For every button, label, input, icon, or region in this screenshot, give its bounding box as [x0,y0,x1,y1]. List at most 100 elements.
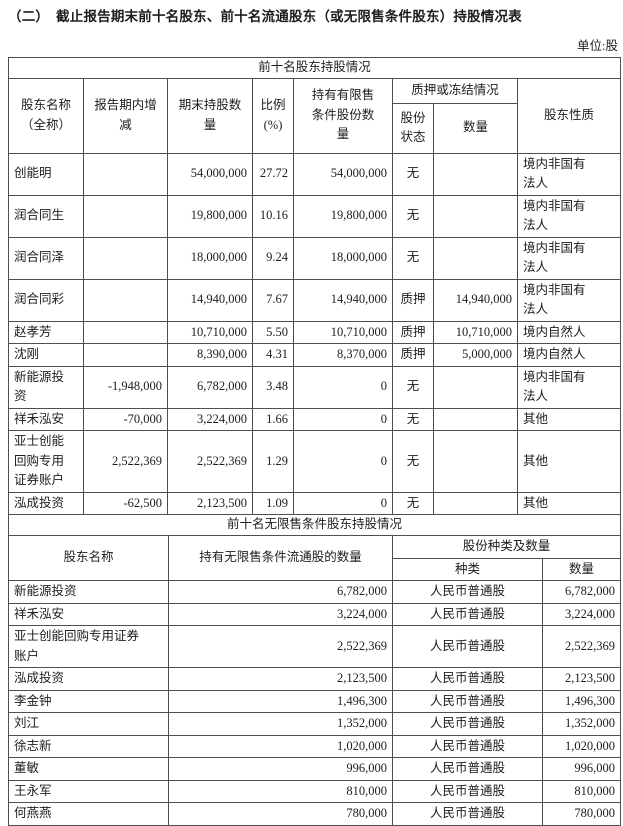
table-row: 刘江 1,352,000 人民币普通股 1,352,000 [8,712,622,736]
table1-banner: 前十名股东持股情况 [7,56,622,79]
top10-shareholders-table: 前十名股东持股情况 股东名称 （全称） 报告期内增 减 期末持股数 量 比例 (… [7,56,622,516]
cell-share-type-qty: 810,000 [541,779,622,804]
unit-label: 单位:股 [577,38,618,53]
table-row: 新能源投 资 -1,948,000 6,782,000 3.48 0 无 境内非… [8,365,622,409]
table-row: 泓成投资 -62,500 2,123,500 1.09 0 无 其他 [8,491,622,516]
cell-holder-name: 李金钟 [8,689,169,714]
col-header-shareholder-name: 股东名称 （全称） [8,77,84,154]
cell-unrestricted-qty: 1,496,300 [168,689,393,714]
unrestricted-shareholders-table: 前十名无限售条件股东持股情况 股东名称 持有无限售条件流通股的数量 股份种类及数… [7,514,622,826]
cell-share-type-qty: 6,782,000 [541,580,622,604]
cell-ratio: 1.09 [252,491,294,516]
cell-period-change [83,152,168,196]
cell-end-holding: 19,800,000 [167,194,253,238]
cell-shareholder-name: 亚士创能 回购专用 证券账户 [8,430,84,493]
cell-share-type: 人民币普通股 [392,757,543,781]
cell-shareholder-nature: 其他 [516,407,622,432]
col-header-share-type-group: 股份种类及数量 [391,535,622,559]
cell-period-change [83,236,168,280]
col-header-pledge-status: 股份 状态 [392,102,434,154]
cell-ratio: 7.67 [252,278,294,322]
cell-end-holding: 2,522,369 [167,430,253,493]
cell-shareholder-nature: 境内自然人 [516,320,622,345]
table-row: 祥禾泓安 3,224,000 人民币普通股 3,224,000 [8,602,622,627]
cell-holder-name: 祥禾泓安 [8,602,169,627]
col-header-period-change: 报告期内增 减 [83,77,168,154]
cell-holder-name: 王永军 [8,779,169,804]
cell-period-change: -70,000 [83,407,168,432]
cell-holder-name: 徐志新 [8,734,169,759]
cell-shareholder-nature: 其他 [516,491,622,516]
cell-end-holding: 10,710,000 [167,320,253,345]
cell-pledge-status: 无 [392,491,434,516]
col-header-ratio: 比例 (%) [252,77,294,154]
table1-header-row-sub: 股份 状态 数量 [9,102,621,154]
cell-period-change: -1,948,000 [83,365,168,409]
cell-holder-name: 何燕燕 [8,802,169,826]
col-header-shareholder-nature: 股东性质 [516,77,622,154]
cell-share-type-qty: 780,000 [541,802,622,826]
cell-pledge-qty [433,236,518,280]
cell-restricted-shares: 19,800,000 [293,194,393,238]
cell-share-type-qty: 1,352,000 [541,712,622,736]
cell-share-type: 人民币普通股 [392,667,543,691]
col-header-pledge-group: 质押或冻结情况 [392,77,518,104]
table-row: 润合同生 19,800,000 10.16 19,800,000 无 境内非国有… [8,194,622,238]
cell-share-type: 人民币普通股 [392,625,543,669]
cell-pledge-status: 无 [392,365,434,409]
cell-restricted-shares: 8,370,000 [293,343,393,367]
cell-period-change: -62,500 [83,491,168,516]
cell-unrestricted-qty: 1,352,000 [168,712,393,736]
cell-holder-name: 刘江 [8,712,169,736]
cell-share-type-qty: 996,000 [541,757,622,781]
col-header-share-type: 种类 [392,557,543,582]
table-row: 润合同彩 14,940,000 7.67 14,940,000 质押 14,94… [8,278,622,322]
cell-pledge-status: 无 [392,194,434,238]
cell-period-change: 2,522,369 [83,430,168,493]
cell-unrestricted-qty: 2,522,369 [168,625,393,669]
table2-header-row-top: 股东名称 持有无限售条件流通股的数量 股份种类及数量 [8,535,622,582]
table2-banner-row: 前十名无限售条件股东持股情况 [7,514,622,537]
table-row: 李金钟 1,496,300 人民币普通股 1,496,300 [8,689,622,714]
cell-period-change [83,343,168,367]
table-row: 亚士创能 回购专用 证券账户 2,522,369 2,522,369 1.29 … [8,430,622,493]
cell-restricted-shares: 18,000,000 [293,236,393,280]
cell-shareholder-nature: 境内自然人 [516,343,622,367]
cell-pledge-qty: 5,000,000 [433,343,518,367]
cell-shareholder-name: 润合同泽 [8,236,84,280]
cell-share-type: 人民币普通股 [392,734,543,759]
cell-ratio: 5.50 [252,320,294,345]
cell-pledge-status: 无 [392,236,434,280]
cell-unrestricted-qty: 6,782,000 [168,580,393,604]
col-header-unrestricted-qty: 持有无限售条件流通股的数量 [168,535,393,582]
table-row: 何燕燕 780,000 人民币普通股 780,000 [8,802,622,826]
cell-ratio: 4.31 [252,343,294,367]
cell-shareholder-nature: 其他 [516,430,622,493]
cell-unrestricted-qty: 810,000 [168,779,393,804]
cell-end-holding: 14,940,000 [167,278,253,322]
cell-shareholder-nature: 境内非国有 法人 [516,152,622,196]
table2-header-row-sub: 种类 数量 [9,557,622,582]
cell-ratio: 3.48 [252,365,294,409]
table-row: 董敏 996,000 人民币普通股 996,000 [8,757,622,781]
cell-shareholder-name: 新能源投 资 [8,365,84,409]
cell-share-type-qty: 2,522,369 [541,625,622,669]
cell-ratio: 27.72 [252,152,294,196]
cell-pledge-status: 质押 [392,343,434,367]
cell-unrestricted-qty: 2,123,500 [168,667,393,691]
table-row: 王永军 810,000 人民币普通股 810,000 [8,779,622,804]
table-row: 泓成投资 2,123,500 人民币普通股 2,123,500 [8,667,622,691]
cell-shareholder-nature: 境内非国有 法人 [516,236,622,280]
table-row: 亚士创能回购专用证券 账户 2,522,369 人民币普通股 2,522,369 [8,625,622,669]
cell-pledge-status: 质押 [392,320,434,345]
section-heading: （二） 截止报告期末前十名股东、前十名流通股东（或无限售条件股东）持股情况表 [8,9,522,24]
cell-restricted-shares: 0 [293,491,393,516]
cell-restricted-shares: 0 [293,430,393,493]
table-row: 徐志新 1,020,000 人民币普通股 1,020,000 [8,734,622,759]
cell-holder-name: 董敏 [8,757,169,781]
table-row: 沈刚 8,390,000 4.31 8,370,000 质押 5,000,000… [8,343,622,367]
cell-pledge-status: 质押 [392,278,434,322]
cell-unrestricted-qty: 996,000 [168,757,393,781]
cell-period-change [83,320,168,345]
